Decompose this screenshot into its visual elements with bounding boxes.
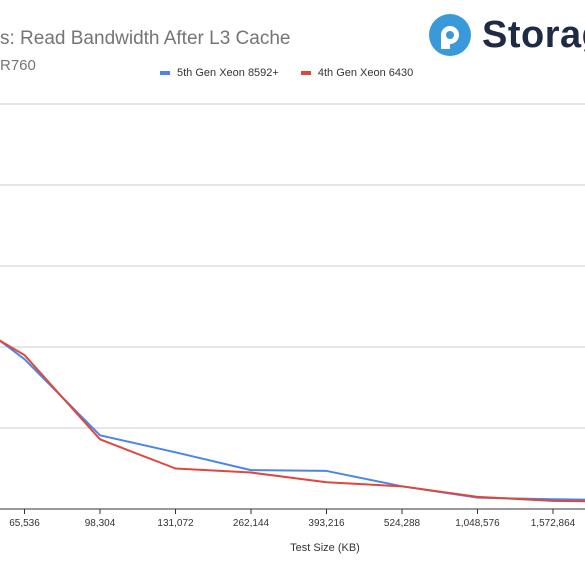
x-tick-label: 393,216 <box>308 518 345 529</box>
x-tick-label: 262,144 <box>233 518 270 529</box>
x-axis-label: Test Size (KB) <box>290 542 360 554</box>
x-tick-label: 65,536 <box>9 518 40 529</box>
logo-text: Storag <box>482 13 585 56</box>
chart-title: s: Read Bandwidth After L3 Cache <box>0 28 291 49</box>
legend-item-4th-gen: 4th Gen Xeon 6430 <box>300 67 414 79</box>
x-tick-label: 1,048,576 <box>455 518 500 529</box>
legend-swatch-4th-gen <box>300 71 311 75</box>
legend-label-4th-gen: 4th Gen Xeon 6430 <box>317 67 414 79</box>
series-line-4th-gen <box>0 339 585 503</box>
legend-swatch-5th-gen <box>160 71 170 75</box>
x-tick-label: 98,304 <box>85 518 116 529</box>
chart-subtitle: R760 <box>0 57 36 74</box>
legend: 5th Gen Xeon 8592+ 4th Gen Xeon 6430 <box>160 67 413 79</box>
legend-label-5th-gen: 5th Gen Xeon 8592+ <box>177 67 279 79</box>
x-tick-label: 524,288 <box>384 518 421 529</box>
legend-item-5th-gen: 5th Gen Xeon 8592+ <box>160 67 279 79</box>
series-line-5th-gen <box>0 339 585 501</box>
storagereview-logo: Storag <box>428 10 585 60</box>
x-tick-label: 1,572,864 <box>531 518 576 529</box>
storagereview-logo-icon <box>429 14 471 56</box>
x-tick-label: 131,072 <box>157 518 194 529</box>
